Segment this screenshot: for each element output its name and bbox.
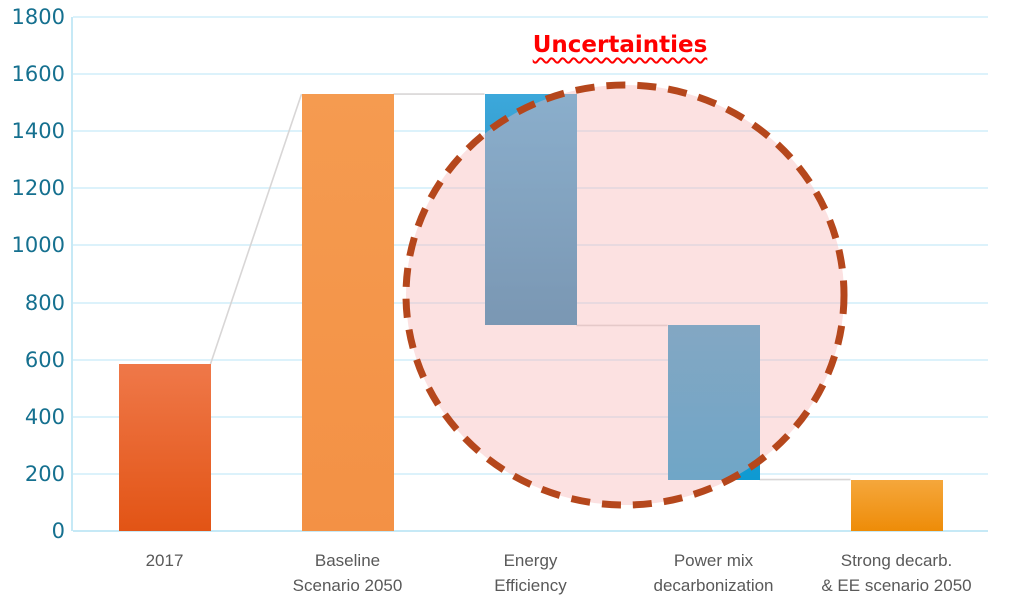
y-tick-label: 1600 — [11, 62, 65, 87]
x-label-line: Scenario 2050 — [292, 576, 403, 595]
x-label-line: Baseline — [314, 551, 381, 570]
x-axis-line — [73, 530, 988, 532]
x-label-line: decarbonization — [653, 576, 774, 595]
y-tick-label: 600 — [24, 347, 65, 372]
y-tick-label: 1800 — [11, 5, 65, 29]
x-label-line: Efficiency — [494, 576, 567, 595]
gridline — [73, 415, 988, 418]
y-tick-label: 800 — [24, 290, 65, 315]
x-label-line: Energy — [503, 551, 558, 570]
x-label-line: Strong decarb. — [840, 551, 953, 570]
bar-energy-efficiency — [484, 94, 577, 326]
x-axis-labels: 2017 Baseline Scenario 2050 Energy Efficienc… — [0, 548, 1015, 604]
bar-baseline-scenario-2050 — [301, 94, 394, 531]
x-label-strong-decarb-ee-scenario-2050: Strong decarb. & EE scenario 2050 — [797, 548, 997, 598]
x-label-2017: 2017 — [65, 548, 265, 573]
gridline — [73, 358, 988, 361]
x-label-line: 2017 — [145, 551, 184, 570]
bar-2017 — [118, 363, 211, 531]
y-tick-label: 0 — [51, 519, 65, 543]
y-tick-label: 1200 — [11, 176, 65, 201]
gridline — [73, 73, 988, 76]
gridline — [73, 472, 988, 475]
x-label-power-mix-decarbonization: Power mix decarbonization — [614, 548, 814, 598]
y-tick-label: 200 — [24, 461, 65, 486]
x-label-energy-efficiency: Energy Efficiency — [431, 548, 631, 598]
y-tick-label: 1400 — [11, 119, 65, 144]
bar-power-mix-decarbonization — [667, 325, 760, 480]
y-tick-label: 1000 — [11, 233, 65, 258]
gridline — [73, 16, 988, 18]
uncertainties-label: Uncertainties — [532, 32, 708, 58]
plot-area — [71, 16, 988, 532]
connector-line — [209, 93, 303, 365]
y-axis-line — [71, 17, 73, 531]
bar-strong-decarb-ee-scenario-2050 — [850, 479, 943, 531]
y-tick-label: 400 — [24, 404, 65, 429]
connector-lines — [209, 93, 851, 481]
uncertainty-ellipse-layer — [402, 81, 848, 509]
x-label-line: & EE scenario 2050 — [821, 576, 972, 595]
x-label-baseline-scenario-2050: Baseline Scenario 2050 — [248, 548, 448, 598]
uncertainty-ellipse — [402, 81, 848, 509]
x-label-line: Power mix — [673, 551, 754, 570]
